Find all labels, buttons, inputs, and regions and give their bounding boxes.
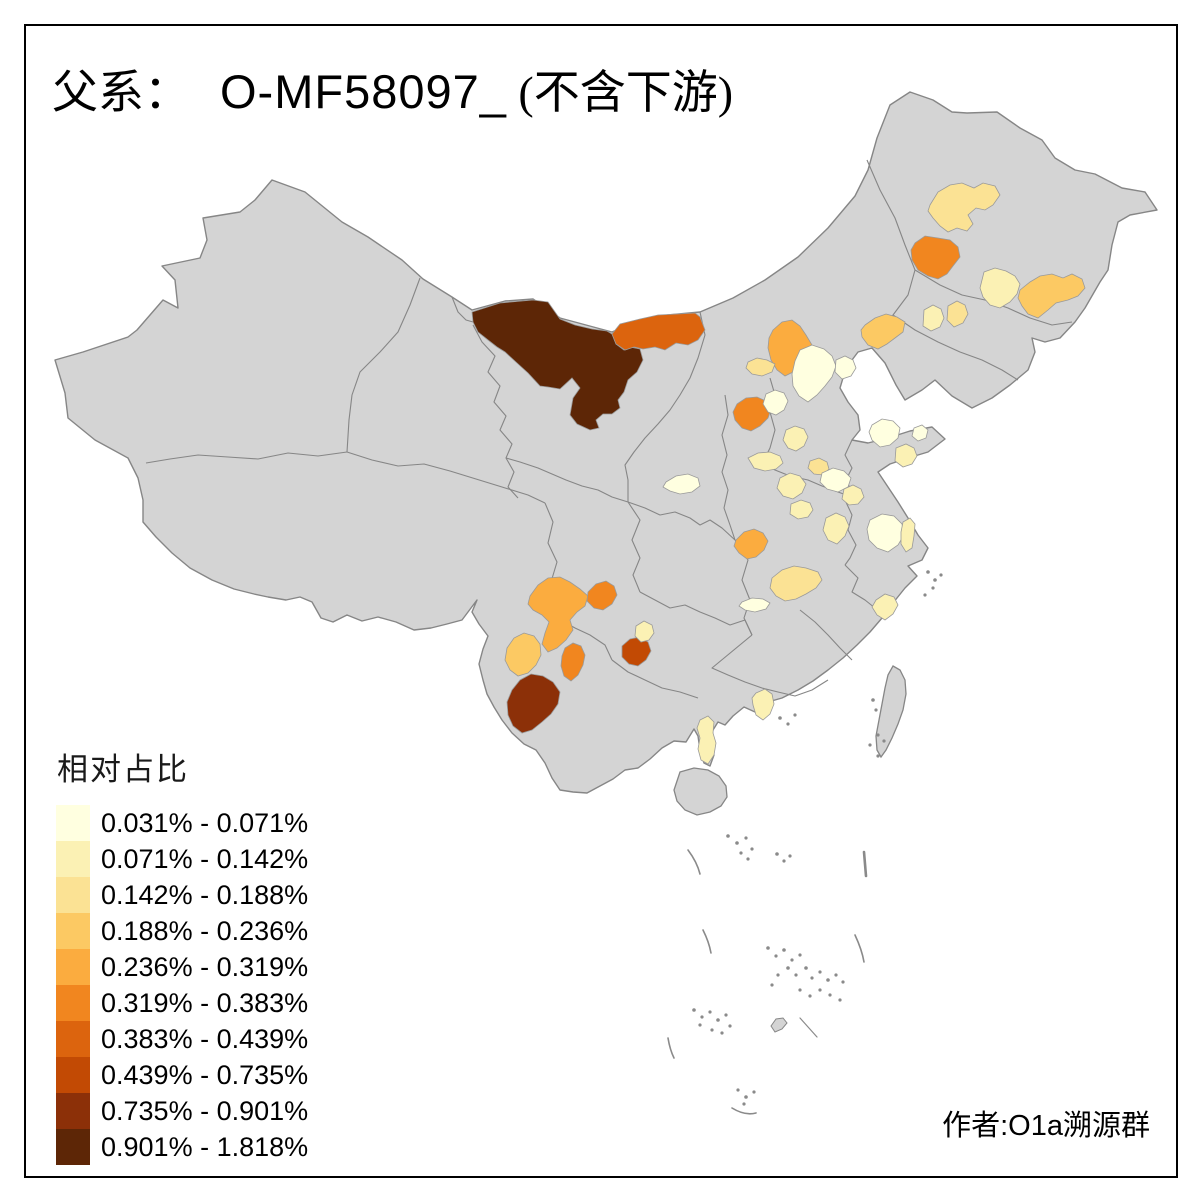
map-region-r42 bbox=[634, 620, 655, 643]
map-region-r18 bbox=[894, 443, 918, 468]
sea-islands bbox=[667, 570, 943, 1115]
legend-label-10: 0.901% - 1.818% bbox=[101, 1131, 309, 1162]
map-region-r39 bbox=[504, 632, 542, 677]
map-region-r11 bbox=[745, 357, 776, 377]
legend-label-7: 0.383% - 0.439% bbox=[101, 1023, 309, 1054]
map-region-r05 bbox=[979, 267, 1021, 309]
hainan-island bbox=[673, 767, 728, 816]
small-islet bbox=[770, 1017, 788, 1033]
map-region-r13 bbox=[834, 355, 857, 380]
legend-row-1: 0.031% - 0.071% bbox=[56, 805, 308, 841]
legend-swatch-4 bbox=[56, 913, 90, 949]
map-region-r02 bbox=[611, 312, 706, 351]
legend-row-4: 0.188% - 0.236% bbox=[56, 913, 308, 949]
map-region-r33 bbox=[871, 593, 899, 621]
legend-label-1: 0.031% - 0.071% bbox=[101, 807, 309, 838]
legend-label-6: 0.319% - 0.383% bbox=[101, 987, 309, 1018]
colored-regions bbox=[471, 182, 1086, 765]
map-region-r27 bbox=[769, 565, 823, 602]
taiwan-island bbox=[875, 665, 907, 759]
map-region-r08 bbox=[922, 304, 945, 332]
legend-swatch-5 bbox=[56, 949, 90, 985]
map-region-r19 bbox=[911, 424, 929, 442]
legend-swatch-1 bbox=[56, 805, 90, 841]
legend-row-8: 0.439% - 0.735% bbox=[56, 1057, 308, 1093]
map-region-r21 bbox=[776, 472, 807, 500]
title-haplogroup: O-MF58097_ bbox=[220, 65, 507, 118]
legend-label-2: 0.071% - 0.142% bbox=[101, 843, 309, 874]
map-region-r14 bbox=[732, 396, 772, 432]
map-region-r30 bbox=[789, 499, 814, 520]
legend-title: 相对占比 bbox=[57, 752, 189, 787]
map-region-r04 bbox=[910, 235, 961, 280]
map-region-r41 bbox=[621, 636, 652, 667]
map-region-r01 bbox=[471, 299, 644, 431]
title-prefix: 父系： bbox=[52, 67, 190, 118]
legend-swatch-2 bbox=[56, 841, 90, 877]
legend-label-4: 0.188% - 0.236% bbox=[101, 915, 309, 946]
legend-row-9: 0.735% - 0.901% bbox=[56, 1093, 308, 1129]
legend-label-5: 0.236% - 0.319% bbox=[101, 951, 309, 982]
legend-rows: 0.031% - 0.071% 0.071% - 0.142% 0.142% - 0… bbox=[56, 805, 308, 1165]
map-region-r37 bbox=[586, 580, 618, 611]
legend-label-8: 0.439% - 0.735% bbox=[101, 1059, 309, 1090]
map-region-r12 bbox=[791, 344, 837, 403]
legend: 相对占比 0.031% - 0.071% 0.071% - 0.142% 0.142… bbox=[56, 744, 308, 1165]
title-suffix: (不含下游) bbox=[506, 67, 734, 118]
map-region-r24 bbox=[841, 484, 865, 506]
legend-swatch-9 bbox=[56, 1093, 90, 1129]
map-region-r25 bbox=[662, 473, 701, 495]
legend-swatch-3 bbox=[56, 877, 90, 913]
map-region-r34 bbox=[751, 688, 775, 721]
map-region-r26 bbox=[733, 528, 769, 560]
map-region-r36 bbox=[527, 576, 589, 653]
map-region-r40 bbox=[506, 673, 561, 734]
map-region-r38 bbox=[560, 642, 586, 682]
legend-swatch-8 bbox=[56, 1057, 90, 1093]
legend-swatch-7 bbox=[56, 1021, 90, 1057]
plot-frame-border bbox=[24, 24, 1178, 1178]
map-region-r29 bbox=[822, 512, 850, 545]
legend-row-10: 0.901% - 1.818% bbox=[56, 1129, 308, 1165]
map-region-r17 bbox=[868, 418, 901, 448]
map-region-r31 bbox=[866, 513, 905, 553]
legend-label-9: 0.735% - 0.901% bbox=[101, 1095, 309, 1126]
map-region-r32 bbox=[900, 517, 916, 553]
map-region-r06 bbox=[1017, 273, 1086, 319]
legend-row-6: 0.319% - 0.383% bbox=[56, 985, 308, 1021]
attribution-text: 作者:O1a溯源群 bbox=[942, 1110, 1150, 1142]
legend-row-5: 0.236% - 0.319% bbox=[56, 949, 308, 985]
map-region-r16 bbox=[782, 425, 809, 452]
map-region-r07 bbox=[860, 313, 906, 350]
legend-swatch-6 bbox=[56, 985, 90, 1021]
legend-label-3: 0.142% - 0.188% bbox=[101, 879, 309, 910]
map-region-r03 bbox=[927, 182, 1001, 233]
page-title: 父系： O-MF58097_ (不含下游) bbox=[52, 56, 733, 122]
legend-row-7: 0.383% - 0.439% bbox=[56, 1021, 308, 1057]
legend-swatch-10 bbox=[56, 1129, 90, 1165]
map-region-r35 bbox=[696, 715, 717, 765]
map-region-r28 bbox=[738, 597, 771, 613]
map-region-r15 bbox=[762, 389, 789, 416]
map-region-r09 bbox=[946, 300, 969, 328]
legend-row-3: 0.142% - 0.188% bbox=[56, 877, 308, 913]
map-region-r20 bbox=[747, 451, 784, 472]
legend-row-2: 0.071% - 0.142% bbox=[56, 841, 308, 877]
